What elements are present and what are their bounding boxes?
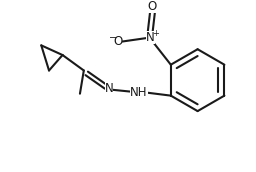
Text: O: O [113, 35, 122, 48]
Text: O: O [148, 0, 157, 13]
Text: N: N [146, 31, 155, 44]
Text: NH: NH [130, 86, 148, 99]
Text: −: − [109, 33, 117, 43]
Text: N: N [104, 82, 113, 95]
Text: +: + [152, 29, 159, 38]
